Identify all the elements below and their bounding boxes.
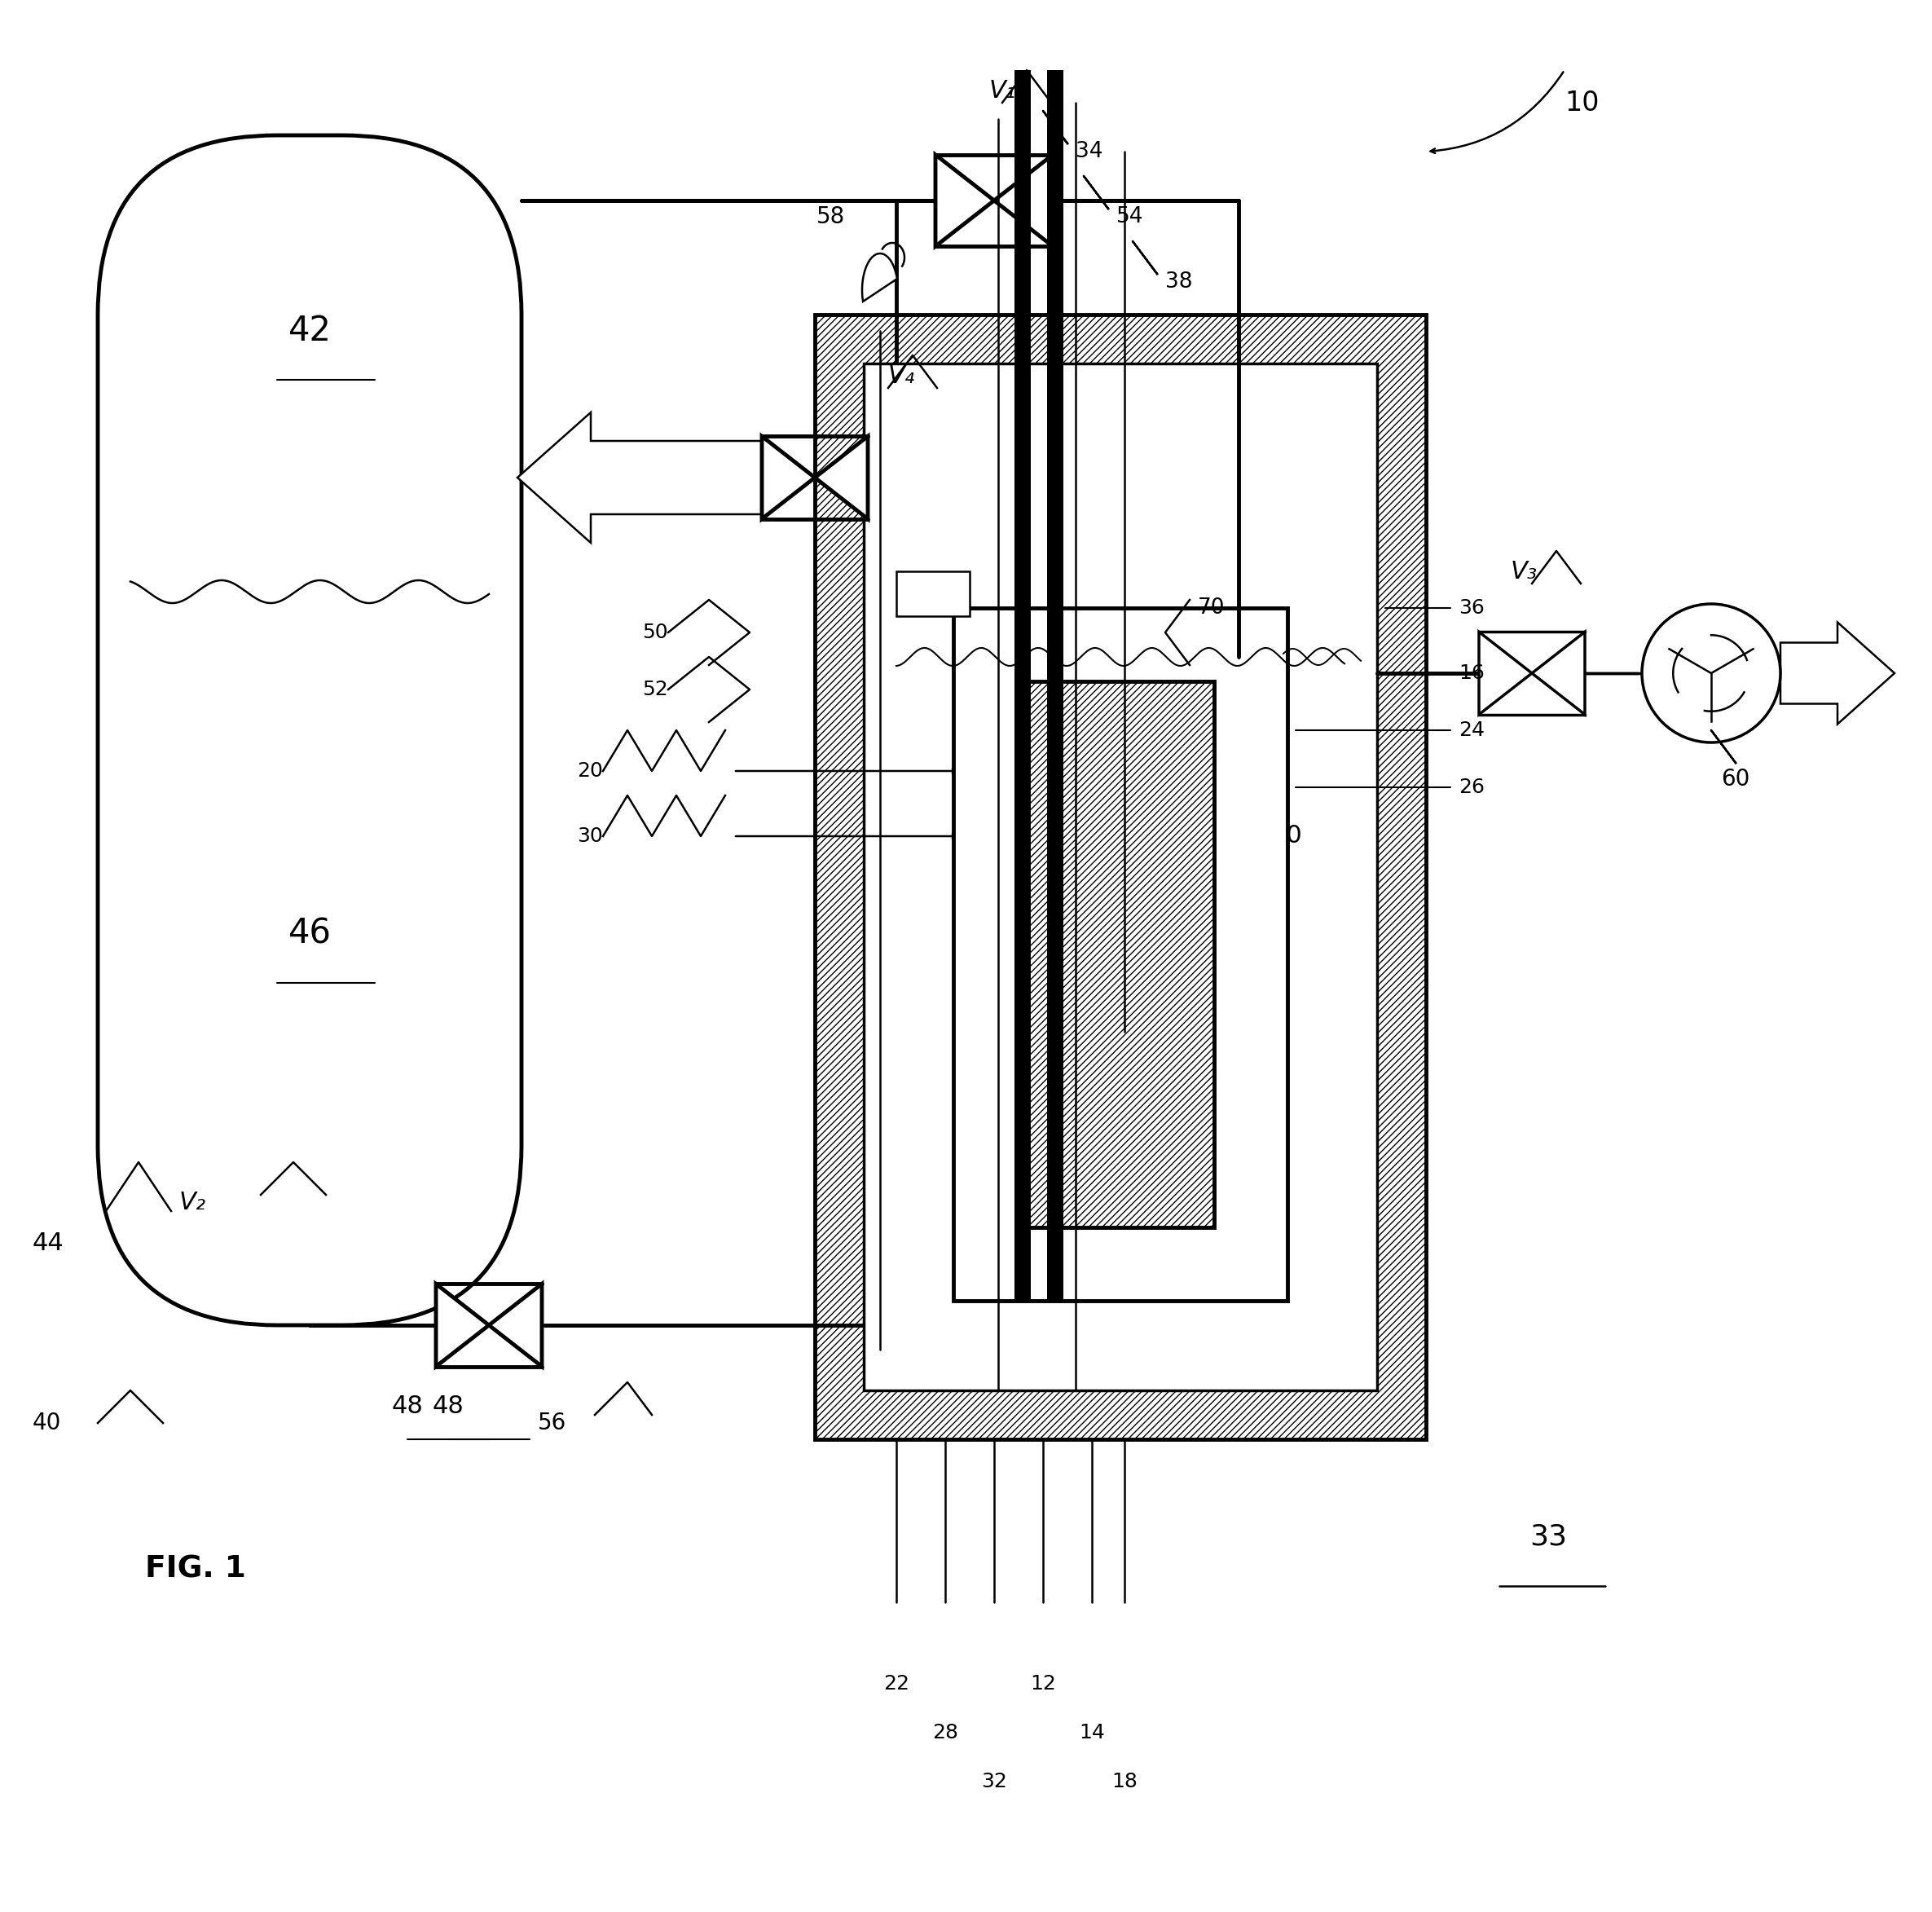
Bar: [1026, 681, 1213, 1228]
Text: 40: 40: [33, 1411, 62, 1434]
Text: 22: 22: [883, 1675, 910, 1694]
Text: 42: 42: [288, 314, 330, 348]
Text: 56: 56: [537, 1411, 566, 1434]
Text: V₁: V₁: [989, 78, 1016, 103]
Text: 32: 32: [981, 1772, 1007, 1792]
Bar: [1026, 681, 1213, 1228]
Text: FIG. 1: FIG. 1: [145, 1554, 245, 1585]
Polygon shape: [815, 436, 867, 518]
Bar: [815, 315, 1426, 1440]
Text: 36: 36: [1459, 598, 1484, 618]
Text: 16: 16: [1459, 663, 1484, 683]
Text: V₃: V₃: [1511, 560, 1538, 583]
Text: 10: 10: [1565, 90, 1600, 117]
Bar: [1047, 71, 1063, 1300]
Text: V₄: V₄: [889, 365, 916, 388]
Text: 48: 48: [392, 1396, 423, 1419]
Polygon shape: [935, 155, 995, 247]
Text: 54: 54: [1117, 206, 1144, 228]
Text: 38: 38: [1165, 272, 1192, 293]
Text: V₂: V₂: [180, 1191, 207, 1214]
Text: 33: 33: [1530, 1524, 1567, 1551]
Bar: [896, 572, 970, 616]
Bar: [952, 608, 1287, 1300]
Bar: [1014, 71, 1032, 1300]
FancyArrow shape: [1781, 621, 1895, 725]
Text: 46: 46: [288, 918, 330, 950]
FancyBboxPatch shape: [99, 136, 522, 1325]
Text: 20: 20: [578, 761, 603, 780]
Polygon shape: [489, 1283, 541, 1367]
Text: 44: 44: [33, 1231, 64, 1256]
Polygon shape: [437, 1283, 489, 1367]
Circle shape: [1642, 604, 1781, 742]
FancyArrow shape: [518, 413, 761, 543]
Polygon shape: [1478, 631, 1532, 715]
Text: 26: 26: [1459, 778, 1484, 797]
Text: 70: 70: [1198, 597, 1225, 619]
Text: 30: 30: [578, 826, 603, 845]
Text: 14: 14: [1078, 1723, 1105, 1742]
Text: 50: 50: [643, 623, 668, 642]
Bar: [864, 363, 1378, 1390]
Text: 60: 60: [1721, 769, 1750, 790]
Text: 34: 34: [1076, 141, 1103, 163]
Polygon shape: [995, 155, 1053, 247]
Text: 52: 52: [641, 679, 668, 700]
Text: 18: 18: [1111, 1772, 1138, 1792]
Bar: [815, 315, 1426, 1440]
Text: 24: 24: [1459, 721, 1484, 740]
Text: 12: 12: [1030, 1675, 1057, 1694]
Text: 58: 58: [817, 205, 846, 228]
Text: 28: 28: [931, 1723, 958, 1742]
Polygon shape: [1532, 631, 1584, 715]
Polygon shape: [862, 254, 896, 302]
Text: 48: 48: [433, 1396, 464, 1419]
Polygon shape: [761, 436, 815, 518]
Text: 40: 40: [1271, 824, 1302, 849]
